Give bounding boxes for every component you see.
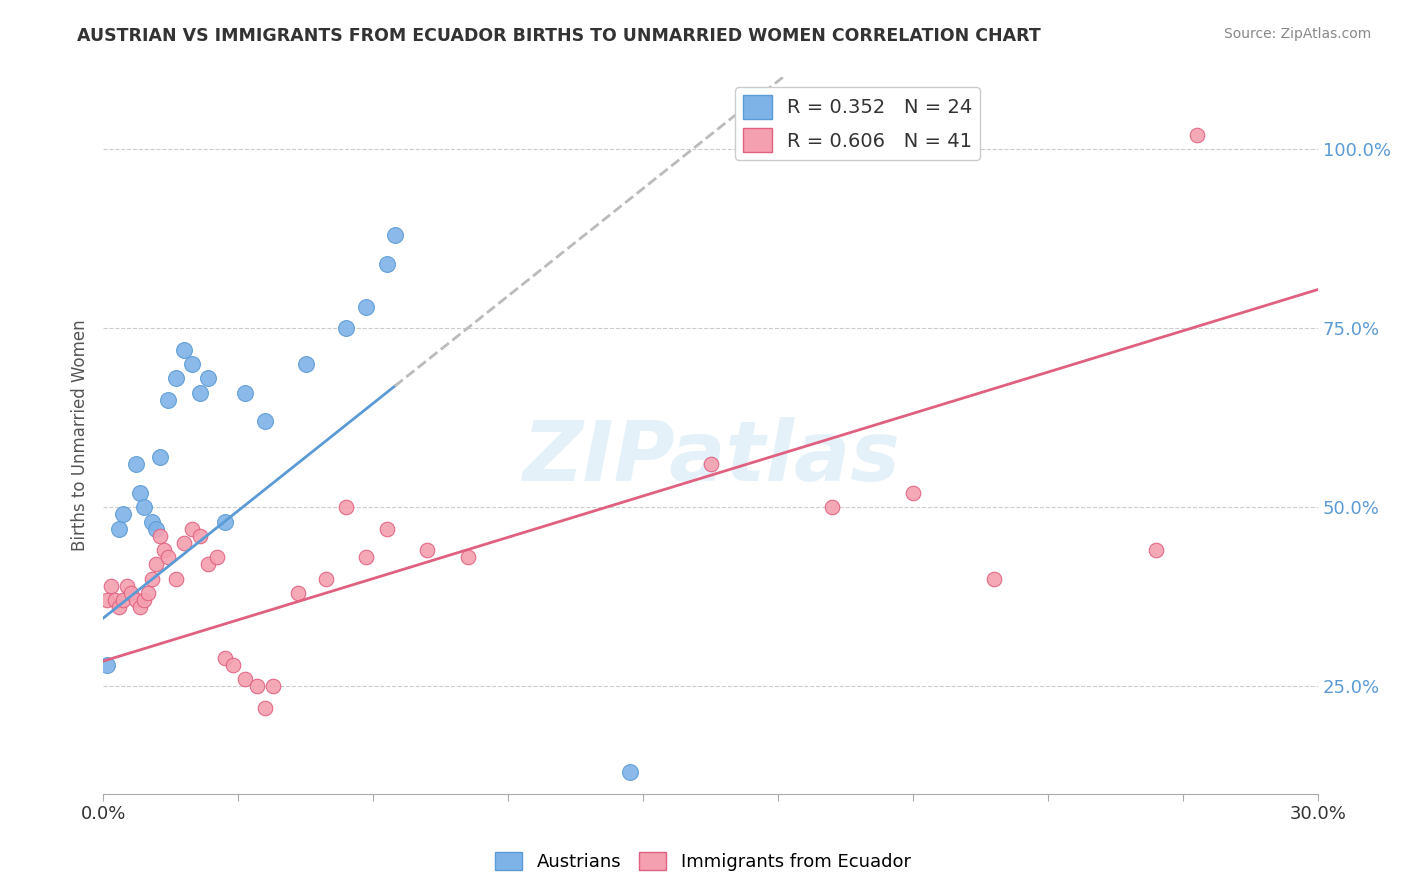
Point — [132, 593, 155, 607]
Point — [233, 672, 256, 686]
Point — [188, 529, 211, 543]
Point — [165, 371, 187, 385]
Point — [287, 586, 309, 600]
Point — [156, 550, 179, 565]
Y-axis label: Births to Unmarried Women: Births to Unmarried Women — [72, 319, 89, 551]
Point — [1185, 128, 1208, 142]
Point — [619, 765, 641, 780]
Point — [214, 515, 236, 529]
Point — [356, 300, 378, 314]
Point — [132, 500, 155, 515]
Point — [153, 543, 176, 558]
Point — [173, 536, 195, 550]
Point — [117, 579, 139, 593]
Point — [165, 572, 187, 586]
Text: Source: ZipAtlas.com: Source: ZipAtlas.com — [1223, 27, 1371, 41]
Point — [699, 457, 721, 471]
Point — [222, 657, 245, 672]
Point — [375, 257, 398, 271]
Point — [108, 522, 131, 536]
Point — [294, 357, 316, 371]
Legend: Austrians, Immigrants from Ecuador: Austrians, Immigrants from Ecuador — [488, 845, 918, 879]
Point — [96, 593, 118, 607]
Point — [197, 558, 219, 572]
Point — [104, 593, 127, 607]
Point — [124, 457, 146, 471]
Point — [254, 414, 277, 428]
Point — [156, 392, 179, 407]
Point — [145, 558, 167, 572]
Point — [128, 600, 150, 615]
Point — [96, 657, 118, 672]
Text: ZIPatlas: ZIPatlas — [522, 417, 900, 498]
Point — [335, 321, 357, 335]
Point — [128, 486, 150, 500]
Point — [356, 550, 378, 565]
Point — [246, 679, 269, 693]
Point — [112, 508, 135, 522]
Point — [262, 679, 284, 693]
Point — [181, 357, 204, 371]
Point — [1144, 543, 1167, 558]
Point — [315, 572, 337, 586]
Legend: R = 0.352   N = 24, R = 0.606   N = 41: R = 0.352 N = 24, R = 0.606 N = 41 — [735, 87, 980, 160]
Point — [108, 600, 131, 615]
Point — [100, 579, 122, 593]
Point — [254, 700, 277, 714]
Point — [901, 486, 924, 500]
Point — [136, 586, 159, 600]
Point — [214, 650, 236, 665]
Point — [141, 572, 163, 586]
Point — [416, 543, 439, 558]
Point — [983, 572, 1005, 586]
Point — [121, 586, 143, 600]
Point — [457, 550, 479, 565]
Point — [188, 385, 211, 400]
Point — [821, 500, 844, 515]
Point — [233, 385, 256, 400]
Point — [375, 522, 398, 536]
Point — [384, 227, 406, 242]
Point — [141, 515, 163, 529]
Text: AUSTRIAN VS IMMIGRANTS FROM ECUADOR BIRTHS TO UNMARRIED WOMEN CORRELATION CHART: AUSTRIAN VS IMMIGRANTS FROM ECUADOR BIRT… — [77, 27, 1040, 45]
Point — [181, 522, 204, 536]
Point — [145, 522, 167, 536]
Point — [173, 343, 195, 357]
Point — [205, 550, 228, 565]
Point — [124, 593, 146, 607]
Point — [149, 529, 172, 543]
Point — [335, 500, 357, 515]
Point — [112, 593, 135, 607]
Point — [197, 371, 219, 385]
Point — [149, 450, 172, 464]
